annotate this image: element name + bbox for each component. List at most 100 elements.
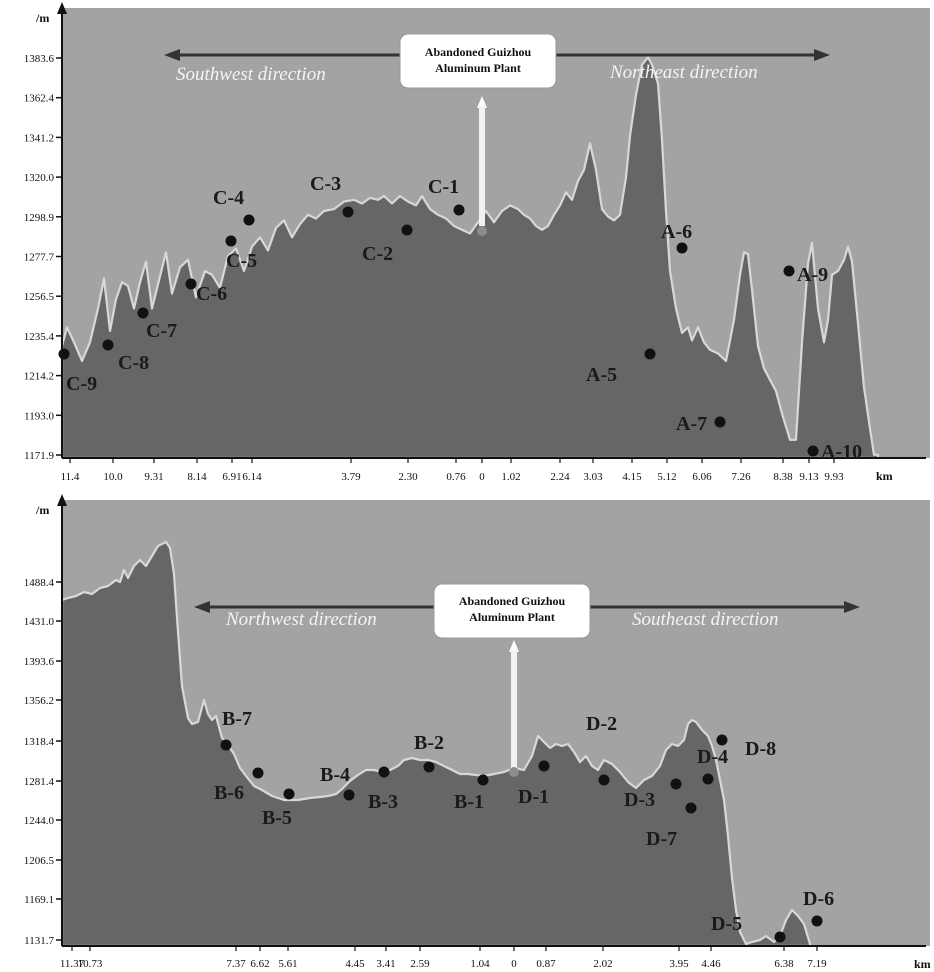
top-y-tick-label: 1235.4	[24, 331, 55, 343]
top-annotation-line-2: Aluminum Plant	[435, 61, 521, 75]
top-x-tick-label: 0.76	[446, 471, 466, 483]
bottom-x-tick-label: 6.62	[250, 958, 269, 970]
top-x-tick-label: 6.14	[242, 471, 262, 483]
top-point-marker-c-2	[401, 224, 413, 236]
bottom-annotation-box	[433, 583, 591, 639]
bottom-x-tick-label: 5.61	[278, 958, 297, 970]
bottom-right-arrowhead	[844, 601, 860, 613]
top-point-label-a-10: A-10	[821, 441, 862, 463]
bottom-y-tick-label: 1281.4	[24, 776, 55, 788]
bottom-y-tick-label: 1431.0	[24, 616, 55, 628]
top-point-label-c-5: C-5	[226, 250, 257, 272]
top-x-tick-label: 3.03	[583, 471, 603, 483]
bottom-point-marker-d-8	[716, 734, 728, 746]
top-sample-points: C-9 C-8 C-7 C-6 C-5 C-4 C-3 C-2 C-1 A-5 A-6 A-7 A-9 A…	[58, 173, 862, 463]
top-x-tick-label: 7.26	[731, 471, 751, 483]
bottom-x-tick-label: 7.37	[226, 958, 246, 970]
top-annotation-box	[399, 33, 557, 89]
bottom-y-tick-label: 1356.2	[24, 695, 54, 707]
top-point-label-c-2: C-2	[362, 243, 393, 265]
bottom-point-label-b-7: B-7	[222, 708, 252, 730]
top-x-tick-label: 9.31	[144, 471, 163, 483]
top-x-tick-label: 10.0	[103, 471, 123, 483]
top-point-label-c-3: C-3	[310, 173, 341, 195]
top-point-label-c-7: C-7	[146, 320, 177, 342]
top-point-marker-a-6	[676, 242, 688, 254]
bottom-x-tick-label: 4.45	[345, 958, 365, 970]
bottom-x-tick-label: 2.02	[593, 958, 612, 970]
top-point-label-c-9: C-9	[66, 373, 97, 395]
bottom-y-tick-label: 1318.4	[24, 736, 55, 748]
top-point-label-c-6: C-6	[196, 283, 227, 305]
bottom-x-tick-label: 4.46	[701, 958, 721, 970]
bottom-point-label-d-4: D-4	[697, 746, 728, 768]
top-y-tick-label: 1171.9	[24, 450, 54, 462]
top-point-marker-c-1	[453, 204, 465, 216]
bottom-point-label-d-3: D-3	[624, 789, 655, 811]
bottom-plant-arrowhead	[509, 640, 519, 652]
bottom-point-marker-b-3	[378, 766, 390, 778]
bottom-point-marker-b-5	[283, 788, 295, 800]
top-x-tick-label: 2.30	[398, 471, 418, 483]
top-x-tick-label: 9.13	[799, 471, 819, 483]
bottom-x-tick-label: 1.04	[470, 958, 490, 970]
bottom-point-label-d-6: D-6	[803, 888, 834, 910]
bottom-point-marker-d-3	[670, 778, 682, 790]
bottom-right-direction-label: Southeast direction	[632, 609, 779, 630]
top-x-ticks: 11.4 10.0 9.31 8.14 6.91 6.14 3.79 2.30 0.76 0 1.0…	[61, 458, 844, 483]
top-point-label-a-9: A-9	[797, 264, 828, 286]
top-x-tick-label: 5.12	[657, 471, 676, 483]
top-right-direction-label: Northeast direction	[609, 62, 758, 83]
top-point-marker-c-5	[225, 235, 237, 247]
bottom-x-tick-label: 10.73	[78, 958, 103, 970]
top-y-tick-label: 1341.2	[24, 132, 54, 144]
bottom-x-tick-label: 0.87	[536, 958, 556, 970]
bottom-point-label-b-5: B-5	[262, 807, 292, 829]
top-point-label-a-5: A-5	[586, 364, 617, 386]
top-point-marker-a-9	[783, 265, 795, 277]
top-point-marker-c-7	[137, 307, 149, 319]
bottom-x-tick-label: 3.95	[669, 958, 689, 970]
top-x-tick-label: 4.15	[622, 471, 642, 483]
bottom-x-tick-label: 0	[511, 958, 517, 970]
top-point-label-a-7: A-7	[676, 413, 707, 435]
top-x-tick-label: 8.38	[773, 471, 793, 483]
bottom-left-arrowhead	[194, 601, 210, 613]
bottom-x-unit: km	[914, 957, 931, 971]
bottom-y-tick-label: 1488.4	[24, 577, 55, 589]
bottom-point-marker-d-5	[774, 931, 786, 943]
top-right-arrowhead	[814, 49, 830, 61]
top-left-arrowhead	[164, 49, 180, 61]
bottom-point-label-b-6: B-6	[214, 782, 244, 804]
bottom-x-tick-label: 11.37	[60, 958, 85, 970]
top-x-tick-label: 8.14	[187, 471, 207, 483]
bottom-point-marker-d-4	[702, 773, 714, 785]
top-point-label-c-1: C-1	[428, 176, 459, 198]
top-y-tick-label: 1214.2	[24, 371, 54, 383]
top-y-unit: /m	[35, 11, 49, 25]
bottom-x-tick-label: 6.38	[774, 958, 794, 970]
bottom-point-label-d-2: D-2	[586, 713, 617, 735]
top-point-label-c-8: C-8	[118, 352, 149, 374]
bottom-point-marker-d-7	[685, 802, 697, 814]
top-y-tick-label: 1256.5	[24, 291, 55, 303]
bottom-point-marker-b-1	[477, 774, 489, 786]
bottom-y-tick-label: 1169.1	[24, 894, 54, 906]
top-y-axis-arrow	[57, 2, 67, 14]
bottom-point-label-d-1: D-1	[518, 786, 549, 808]
top-terrain-area	[60, 56, 880, 460]
top-y-tick-label: 1320.0	[24, 172, 55, 184]
top-y-tick-label: 1193.0	[24, 410, 54, 422]
top-point-marker-a-10	[807, 445, 819, 457]
top-y-tick-label: 1383.6	[24, 53, 55, 65]
bottom-profile-panel: /m km 1488.4 1431.0 1393.6 1356.2 1318.4 1281…	[24, 494, 931, 971]
bottom-point-label-d-8: D-8	[745, 738, 776, 760]
bottom-point-label-d-5: D-5	[711, 913, 742, 935]
top-y-tick-label: 1277.7	[24, 252, 55, 264]
bottom-point-label-b-1: B-1	[454, 791, 484, 813]
bottom-point-label-b-3: B-3	[368, 791, 398, 813]
bottom-annotation-line-2: Aluminum Plant	[469, 610, 555, 624]
top-profile-panel: /m km 1383.6 1362.4 1341.2 1320.0 1298.9 1277…	[24, 2, 930, 483]
